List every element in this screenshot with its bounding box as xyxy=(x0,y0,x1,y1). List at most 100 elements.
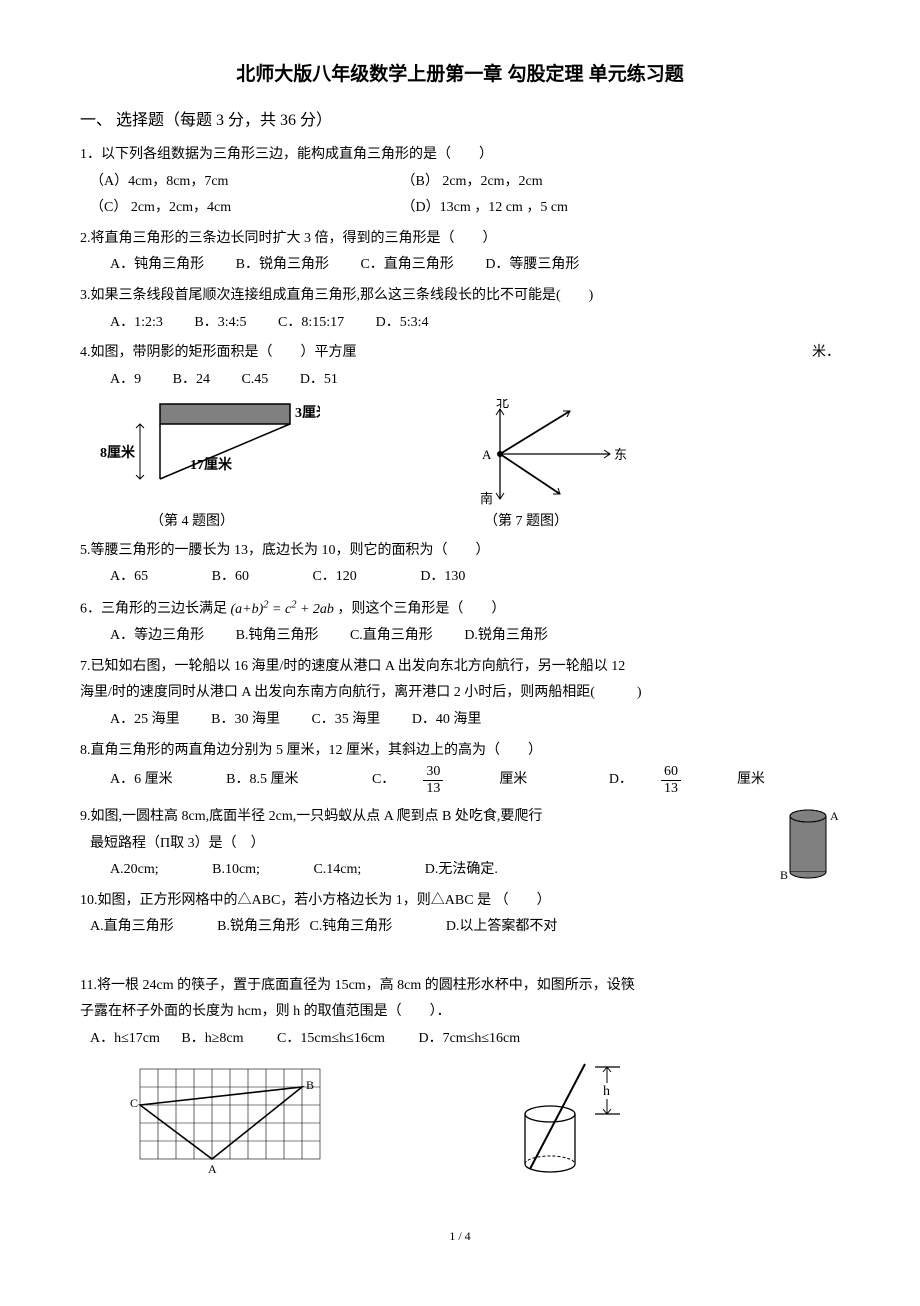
q8c-den: 13 xyxy=(423,781,443,796)
q4-caption: （第 4 题图） xyxy=(150,511,234,533)
q8c-num: 30 xyxy=(423,764,443,780)
svg-text:8厘米: 8厘米 xyxy=(100,444,136,461)
q7-opt-b: B．30 海里 xyxy=(211,707,280,734)
section-heading: 一、 选择题（每题 3 分，共 36 分） xyxy=(80,108,840,134)
q5-opt-c: C．120 xyxy=(312,564,356,591)
svg-text:A: A xyxy=(830,809,839,823)
q6-stem-post: ，则这个三角形是（ ） xyxy=(337,602,505,617)
q2-opt-a: A．钝角三角形 xyxy=(110,252,204,279)
q7-caption: （第 7 题图） xyxy=(484,511,568,533)
q5-opt-a: A．65 xyxy=(110,564,148,591)
q11-line1: 11.将一根 24cm 的筷子，置于底面直径为 15cm，高 8cm 的圆柱形水… xyxy=(80,973,840,1000)
q9-opt-a: A.20cm; xyxy=(110,857,159,884)
q8d-post: 厘米 xyxy=(737,767,765,794)
q10-options: A.直角三角形 B.锐角三角形 C.钝角三角形 D.以上答案都不对 xyxy=(90,914,770,941)
svg-text:C: C xyxy=(130,1096,138,1110)
q4-stem-left: 4.如图，带阴影的矩形面积是（ ）平方厘 xyxy=(80,345,357,360)
q2-options: A．钝角三角形 B．锐角三角形 C．直角三角形 D．等腰三角形 xyxy=(110,252,840,279)
q8-opt-c: C．3013 厘米 xyxy=(372,764,555,796)
svg-text:A: A xyxy=(208,1162,217,1176)
q7-opt-d: D．40 海里 xyxy=(412,707,482,734)
q8-opt-b: B．8.5 厘米 xyxy=(226,767,298,794)
q10-opt-c: C.钝角三角形 xyxy=(309,914,392,941)
q5-options: A．65 B．60 C．120 D．130 xyxy=(110,564,840,591)
q8-opt-a: A．6 厘米 xyxy=(110,767,173,794)
q6-stem-pre: 6．三角形的三边长满足 xyxy=(80,602,231,617)
q1-opt-b: （B） 2cm，2cm，2cm xyxy=(402,169,543,196)
q7-opt-a: A．25 海里 xyxy=(110,707,180,734)
question-4: 4.如图，带阴影的矩形面积是（ ）平方厘 米． A．9 B．24 C.45 D．… xyxy=(80,340,840,393)
q11-figure: h xyxy=(500,1059,640,1197)
q8c-pre: C． xyxy=(372,767,395,794)
q1-stem: 1．以下列各组数据为三角形三边，能构成直角三角形的是（ ） xyxy=(80,142,840,169)
svg-text:东: 东 xyxy=(614,447,627,462)
svg-text:A: A xyxy=(482,447,492,462)
q1-opt-d: （D）13cm ，12 cm ，5 cm xyxy=(402,195,568,222)
q11-opt-c: C．15cm≤h≤16cm xyxy=(277,1026,385,1053)
q4-opt-a: A．9 xyxy=(110,367,141,394)
q9-options: A.20cm; B.10cm; C.14cm; D.无法确定. xyxy=(110,857,770,884)
question-1: 1．以下列各组数据为三角形三边，能构成直角三角形的是（ ） （A）4cm，8cm… xyxy=(80,142,840,222)
q5-opt-d: D．130 xyxy=(420,564,465,591)
page-title: 北师大版八年级数学上册第一章 勾股定理 单元练习题 xyxy=(80,60,840,90)
q6-opt-c: C.直角三角形 xyxy=(350,623,433,650)
q6-opt-d: D.锐角三角形 xyxy=(464,623,548,650)
svg-text:B: B xyxy=(780,868,788,882)
q11-opt-a: A．h≤17cm xyxy=(90,1026,160,1053)
q7-opt-c: C．35 海里 xyxy=(311,707,380,734)
q4-figure: 8厘米 3厘米 17厘米 xyxy=(100,399,320,499)
svg-text:北: 北 xyxy=(496,399,509,410)
question-5: 5.等腰三角形的一腰长为 13，底边长为 10，则它的面积为（ ） A．65 B… xyxy=(80,538,840,591)
q5-stem: 5.等腰三角形的一腰长为 13，底边长为 10，则它的面积为（ ） xyxy=(80,538,840,565)
q2-stem: 2.将直角三角形的三条边长同时扩大 3 倍，得到的三角形是（ ） xyxy=(80,226,840,253)
q3-options: A．1:2:3 B．3:4:5 C．8:15:17 D．5:3:4 xyxy=(110,310,840,337)
q9-figure: A B xyxy=(780,804,840,892)
question-3: 3.如果三条线段首尾顺次连接组成直角三角形,那么这三条线段长的比不可能是( ) … xyxy=(80,283,840,336)
q2-opt-c: C．直角三角形 xyxy=(360,252,453,279)
q1-options-row2: （C） 2cm，2cm，4cm （D）13cm ，12 cm ，5 cm xyxy=(90,195,840,222)
question-9: 9.如图,一圆柱高 8cm,底面半径 2cm,一只蚂蚁从点 A 爬到点 B 处吃… xyxy=(80,804,770,884)
q3-opt-c: C．8:15:17 xyxy=(278,310,344,337)
q4-opt-b: B．24 xyxy=(173,367,210,394)
q4-opt-c: C.45 xyxy=(241,367,268,394)
q10-opt-b: B.锐角三角形 xyxy=(217,914,300,941)
q7-figure: A 北 南 东 xyxy=(460,399,640,509)
question-8: 8.直角三角形的两直角边分别为 5 厘米，12 厘米，其斜边上的高为（ ） A．… xyxy=(80,738,840,796)
svg-text:南: 南 xyxy=(480,491,493,506)
q10-stem: 10.如图，正方形网格中的△ABC，若小方格边长为 1，则△ABC 是 （ ） xyxy=(80,888,770,915)
q7-line1: 7.已知如右图，一轮船以 16 海里/时的速度从港口 A 出发向东北方向航行，另… xyxy=(80,654,840,681)
svg-text:3厘米: 3厘米 xyxy=(295,404,320,421)
question-2: 2.将直角三角形的三条边长同时扩大 3 倍，得到的三角形是（ ） A．钝角三角形… xyxy=(80,226,840,279)
q11-options: A．h≤17cm B．h≥8cm C．15cm≤h≤16cm D．7cm≤h≤1… xyxy=(90,1026,840,1053)
q2-opt-d: D．等腰三角形 xyxy=(485,252,579,279)
q4-options: A．9 B．24 C.45 D．51 xyxy=(110,367,840,394)
q10-figure: C B A xyxy=(130,1059,340,1187)
q6-opt-b: B.钝角三角形 xyxy=(236,623,319,650)
q7-options: A．25 海里 B．30 海里 C．35 海里 D．40 海里 xyxy=(110,707,840,734)
svg-text:B: B xyxy=(306,1078,314,1092)
q11-opt-b: B．h≥8cm xyxy=(181,1026,243,1053)
q4-opt-d: D．51 xyxy=(300,367,338,394)
q8-opt-d: D． 6013 厘米 xyxy=(609,764,793,796)
q4-stem-right: 米． xyxy=(812,340,840,367)
q2-opt-b: B．锐角三角形 xyxy=(236,252,329,279)
q8d-num: 60 xyxy=(661,764,681,780)
question-10: 10.如图，正方形网格中的△ABC，若小方格边长为 1，则△ABC 是 （ ） … xyxy=(80,888,770,941)
q3-opt-d: D．5:3:4 xyxy=(376,310,429,337)
page-footer: 1 / 4 xyxy=(80,1227,840,1246)
q3-stem: 3.如果三条线段首尾顺次连接组成直角三角形,那么这三条线段长的比不可能是( ) xyxy=(80,283,840,310)
q11-opt-d: D．7cm≤h≤16cm xyxy=(418,1026,520,1053)
q6-opt-a: A．等边三角形 xyxy=(110,623,204,650)
question-11: 11.将一根 24cm 的筷子，置于底面直径为 15cm，高 8cm 的圆柱形水… xyxy=(80,973,840,1053)
q5-opt-b: B．60 xyxy=(212,564,249,591)
q7-line2: 海里/时的速度同时从港口 A 出发向东南方向航行，离开港口 2 小时后，则两船相… xyxy=(80,680,840,707)
q3-opt-b: B．3:4:5 xyxy=(194,310,246,337)
q9-opt-c: C.14cm; xyxy=(313,857,361,884)
svg-text:17厘米: 17厘米 xyxy=(190,456,233,473)
q8-stem: 8.直角三角形的两直角边分别为 5 厘米，12 厘米，其斜边上的高为（ ） xyxy=(80,738,840,765)
q3-opt-a: A．1:2:3 xyxy=(110,310,163,337)
q9-line2: 最短路程（Π取 3）是（ ） xyxy=(90,831,770,858)
q8d-pre: D． xyxy=(609,767,633,794)
q1-opt-a: （A）4cm，8cm，7cm xyxy=(90,169,370,196)
q8d-den: 13 xyxy=(661,781,681,796)
